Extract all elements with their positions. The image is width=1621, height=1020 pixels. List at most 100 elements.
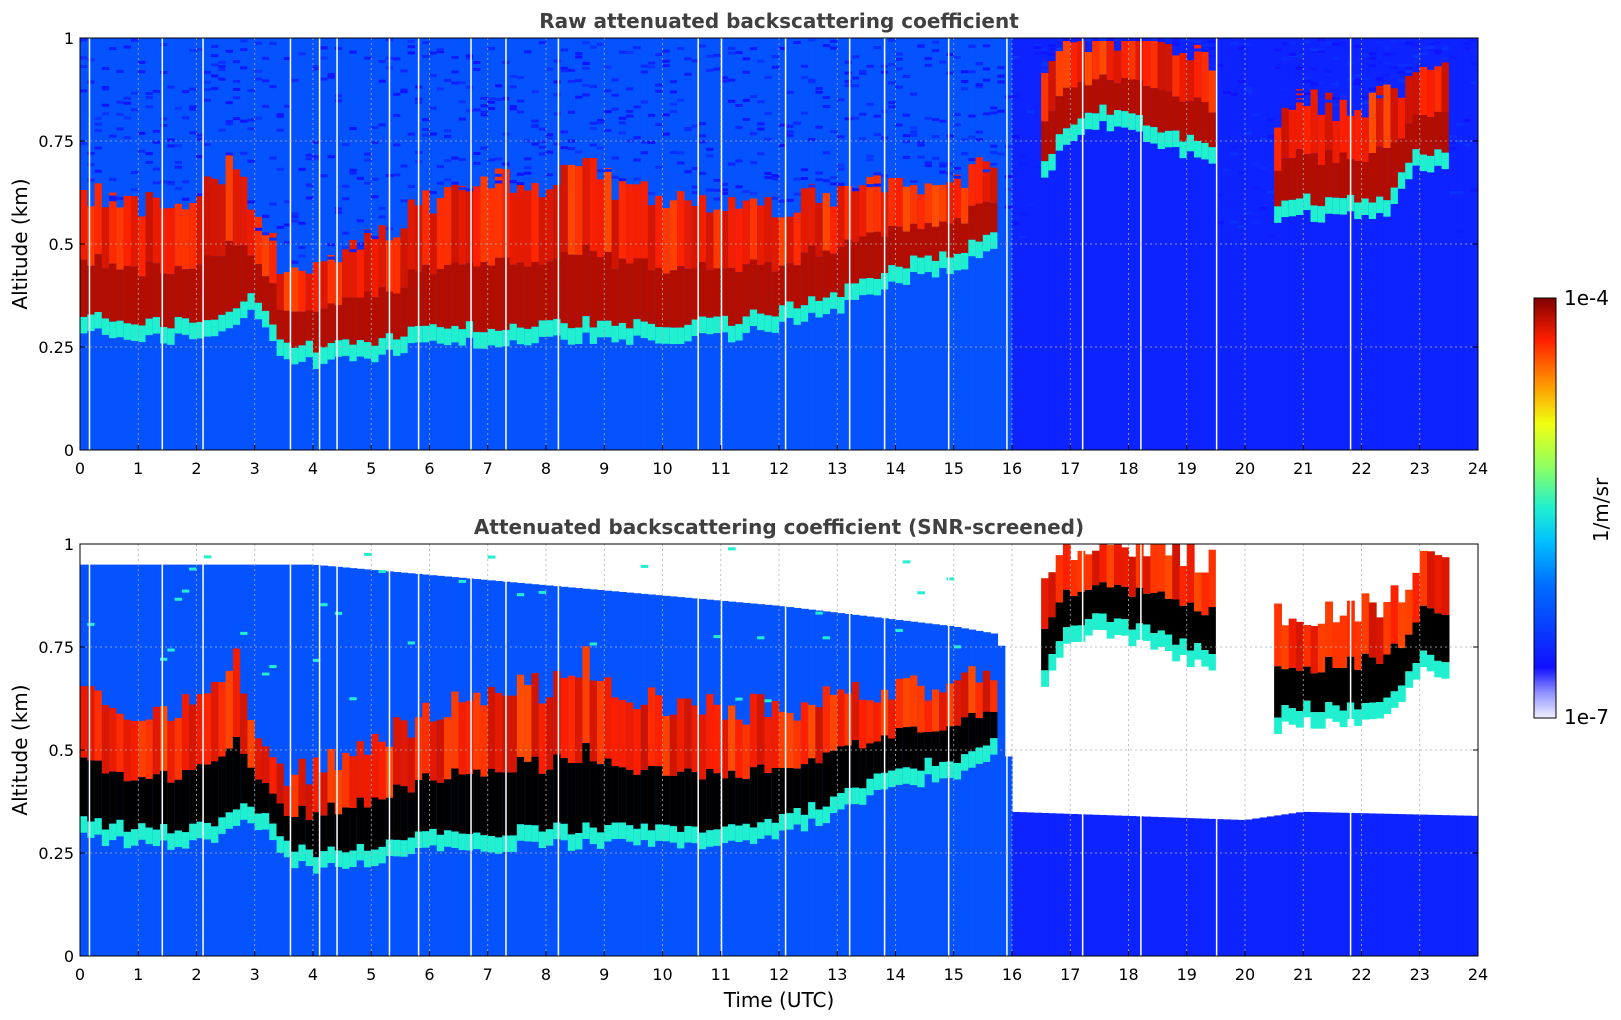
heatmap-cell: [946, 172, 955, 176]
heatmap-cell: [851, 191, 860, 242]
heatmap-cell: [1223, 212, 1231, 216]
heatmap-cell: [262, 783, 270, 814]
x-tick-label: 13: [827, 965, 847, 984]
heatmap-cell: [633, 136, 642, 140]
heatmap-cell: [356, 340, 365, 357]
heatmap-cell: [1033, 191, 1042, 195]
heatmap-cell: [1077, 38, 1086, 41]
heatmap-cell: [589, 327, 598, 344]
heatmap-cell: [1055, 50, 1064, 97]
heatmap-cell: [480, 110, 489, 114]
heatmap-column: [378, 38, 387, 450]
heatmap-cell: [946, 223, 955, 258]
heatmap-cell: [189, 322, 198, 340]
heatmap-column: [152, 564, 161, 956]
heatmap-cell: [298, 758, 307, 806]
heatmap-cell: [1383, 148, 1392, 201]
heatmap-cell: [1012, 811, 1020, 956]
heatmap-cell: [953, 56, 962, 60]
heatmap-cell: [618, 121, 627, 125]
heatmap-column: [1274, 603, 1283, 956]
x-tick-label: 7: [483, 459, 493, 478]
heatmap-column: [495, 38, 503, 450]
heatmap-cell: [94, 169, 103, 173]
heatmap-cell: [946, 761, 955, 778]
heatmap-cell: [1325, 38, 1333, 450]
heatmap-cell: [546, 769, 554, 830]
x-tick-label: 10: [652, 459, 672, 478]
heatmap-cell: [123, 195, 132, 266]
heatmap-cell: [393, 173, 401, 177]
heatmap-cell: [422, 831, 431, 848]
heatmap-cell: [247, 806, 256, 824]
heatmap-column: [1208, 549, 1217, 956]
heatmap-cell: [101, 705, 110, 774]
heatmap-cell: [946, 257, 955, 274]
heatmap-cell: [931, 185, 940, 227]
heatmap-cell: [313, 155, 321, 159]
heatmap-cell: [189, 87, 197, 91]
x-tick-label: 3: [250, 965, 260, 984]
heatmap-cell: [786, 768, 795, 814]
heatmap-column: [1099, 38, 1108, 450]
heatmap-cell: [473, 266, 482, 333]
heatmap-column: [196, 564, 205, 956]
heatmap-cell: [94, 818, 103, 835]
heatmap-cell: [487, 265, 496, 329]
heatmap-cell: [1274, 65, 1282, 69]
heatmap-cell: [851, 84, 860, 88]
heatmap-column: [1441, 557, 1450, 956]
heatmap-cell: [1295, 90, 1304, 94]
heatmap-column: [538, 38, 547, 450]
heatmap-cell: [1164, 91, 1173, 131]
heatmap-cell: [829, 130, 838, 134]
heatmap-cell: [189, 268, 198, 323]
heatmap-cell: [859, 112, 867, 116]
heatmap-cell: [611, 766, 620, 823]
heatmap-cell: [1099, 613, 1108, 631]
heatmap-cell: [473, 161, 481, 165]
heatmap-cell: [1230, 92, 1239, 96]
heatmap-cell: [1150, 127, 1159, 144]
heatmap-cell: [1376, 813, 1384, 956]
heatmap-cell: [495, 98, 503, 102]
heatmap-cell: [509, 323, 518, 341]
heatmap-cell: [647, 323, 656, 341]
heatmap-cell: [975, 85, 984, 89]
heatmap-column: [1405, 589, 1414, 956]
heatmap-cell: [917, 155, 926, 159]
heatmap-cell: [1427, 46, 1435, 50]
heatmap-cell: [1405, 66, 1413, 70]
heatmap-cell: [713, 829, 722, 846]
heatmap-cell: [771, 55, 780, 59]
heatmap-column: [436, 575, 445, 956]
heatmap-cell: [1070, 625, 1079, 643]
heatmap-cell: [1208, 818, 1217, 956]
heatmap-cell: [538, 152, 547, 156]
heatmap-cell: [1288, 38, 1297, 450]
heatmap-cell: [1427, 155, 1435, 173]
heatmap-cell: [189, 704, 198, 771]
heatmap-cell: [320, 308, 329, 348]
heatmap-cell: [713, 773, 722, 830]
heatmap-cell: [123, 719, 132, 782]
heatmap-cell: [1303, 700, 1312, 718]
heatmap-cell: [596, 179, 605, 258]
heatmap-cell: [1215, 74, 1224, 78]
heatmap-cell: [1259, 233, 1268, 237]
heatmap-cell: [997, 80, 1006, 84]
heatmap-cell: [706, 68, 714, 72]
heatmap-cell: [633, 46, 642, 50]
heatmap-column: [1113, 38, 1122, 450]
heatmap-cell: [1172, 38, 1180, 42]
heatmap-cell: [327, 802, 336, 847]
heatmap-cell: [553, 318, 562, 336]
heatmap-cell: [844, 239, 853, 284]
heatmap-cell: [342, 852, 351, 869]
heatmap-cell: [509, 264, 518, 324]
heatmap-cell: [334, 611, 343, 615]
heatmap-column: [917, 591, 926, 956]
heatmap-cell: [524, 190, 533, 267]
heatmap-cell: [1397, 138, 1406, 173]
heatmap-cell: [451, 56, 460, 60]
